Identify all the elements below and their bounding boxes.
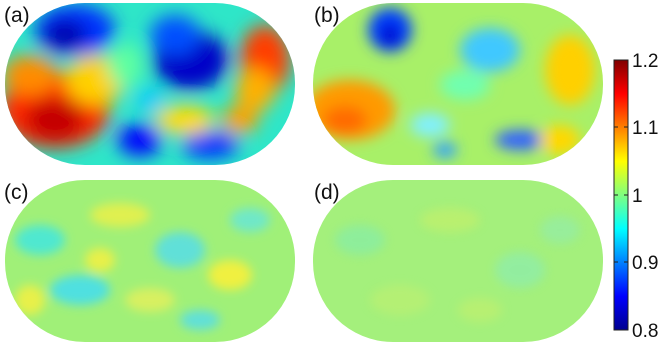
- colorbar-tick-label: 0.9: [632, 253, 658, 274]
- colorbar-tick-label: 1.2: [632, 51, 658, 72]
- colorbar-tick-label: 1: [632, 186, 643, 207]
- colorbar-tick-label: 0.8: [632, 321, 658, 342]
- panel-label-c: (c): [4, 181, 29, 204]
- map-panel-a: [5, 3, 295, 165]
- panel-label-a: (a): [4, 4, 30, 27]
- panel-label-d: (d): [314, 181, 340, 204]
- map-panel-c: [5, 180, 295, 342]
- map-panel-b: [313, 3, 603, 165]
- map-panel-d: [313, 180, 603, 342]
- panel-label-b: (b): [314, 4, 340, 27]
- colorbar: 1.2 1.1 1 0.9 0.8: [613, 51, 658, 342]
- colorbar-tick-label: 1.1: [632, 118, 658, 139]
